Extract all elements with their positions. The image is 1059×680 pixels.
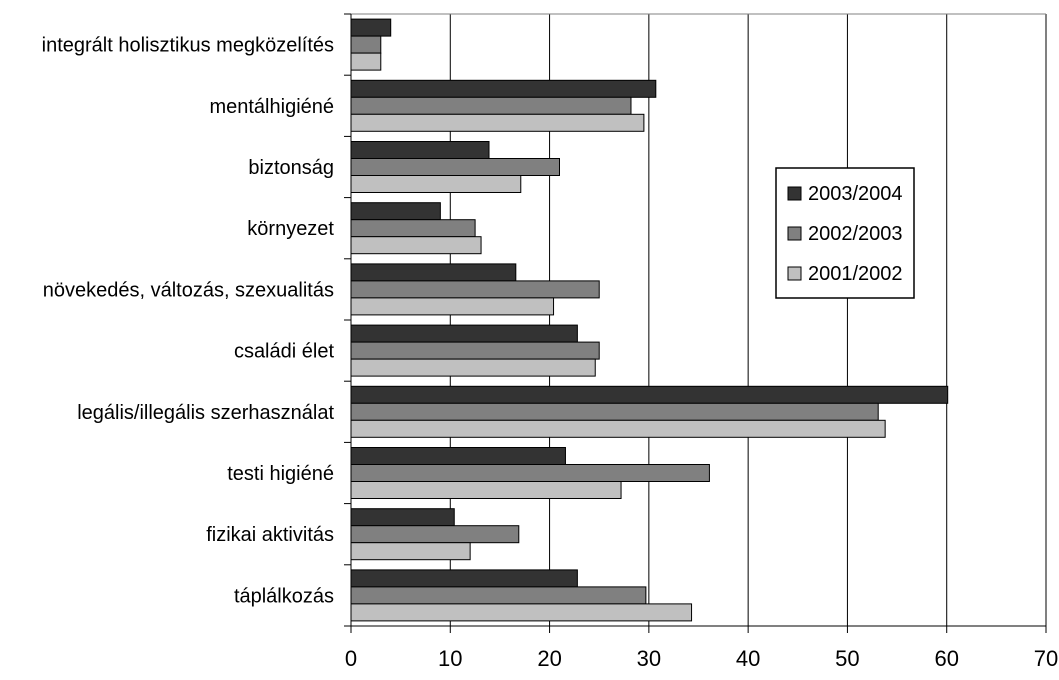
- category-label-3: biztonság: [248, 157, 334, 179]
- bar-1-series-2: [350, 35, 382, 54]
- bar-8-series-3: [350, 481, 622, 499]
- x-tick-label-30: 30: [637, 646, 661, 671]
- x-tick-label-0: 0: [345, 646, 357, 671]
- bar-3-series-1: [350, 141, 490, 159]
- bar-6-series-2: [350, 341, 600, 360]
- bar-7-series-2: [350, 402, 879, 421]
- bar-9-series-1: [350, 508, 455, 527]
- category-label-1: integrált holisztikus megközelítés: [42, 35, 334, 57]
- bar-1-series-3: [350, 52, 382, 71]
- legend-label-2: 2002/2003: [808, 223, 903, 245]
- bar-2-series-3: [350, 113, 645, 132]
- bar-4-series-2: [350, 219, 476, 238]
- axes: integrált holisztikus megközelítés mentál…: [42, 13, 1058, 671]
- x-tick-label-60: 60: [934, 646, 958, 671]
- x-tick-label-40: 40: [736, 646, 760, 671]
- x-tick-label-70: 70: [1034, 646, 1058, 671]
- bar-4-series-1: [350, 202, 441, 221]
- category-label-2: mentálhigiéné: [209, 96, 334, 118]
- bar-10-series-2: [350, 586, 647, 605]
- category-label-4: környezet: [247, 218, 334, 240]
- bar-6-series-1: [350, 324, 578, 343]
- bar-2-series-2: [350, 96, 632, 115]
- x-tick-label-20: 20: [537, 646, 561, 671]
- category-label-6: családi élet: [234, 341, 335, 363]
- category-label-7: legális/illegális szerhasználat: [77, 402, 334, 424]
- bar-8-series-1: [350, 447, 566, 465]
- legend-swatch-2: [787, 226, 802, 241]
- bar-6-series-3: [350, 358, 596, 377]
- bar-1-series-1: [350, 18, 392, 37]
- legend: 2003/2004 2002/2003 2001/2002: [775, 167, 915, 299]
- legend-swatch-3: [787, 266, 802, 281]
- bar-4-series-3: [350, 236, 482, 255]
- bar-3-series-3: [350, 175, 522, 193]
- category-label-8: testi higiéné: [227, 463, 334, 485]
- bar-2-series-1: [350, 79, 657, 98]
- bar-5-series-2: [350, 280, 600, 299]
- category-label-9: fizikai aktivitás: [206, 524, 334, 546]
- bar-5-series-1: [350, 263, 517, 282]
- bar-9-series-2: [350, 525, 520, 544]
- category-label-10: táplálkozás: [234, 585, 334, 607]
- bar-10-series-3: [350, 603, 693, 622]
- legend-label-3: 2001/2002: [808, 263, 903, 285]
- bar-5-series-3: [350, 297, 555, 316]
- x-tick-label-10: 10: [438, 646, 462, 671]
- legend-swatch-1: [787, 186, 802, 201]
- x-tick-label-50: 50: [835, 646, 859, 671]
- bar-7-series-1: [350, 385, 949, 404]
- bar-7-series-3: [350, 419, 886, 438]
- bar-8-series-2: [350, 464, 710, 482]
- category-label-5: növekedés, változás, szexualitás: [43, 279, 334, 301]
- legend-label-1: 2003/2004: [808, 183, 903, 205]
- bar-9-series-3: [350, 542, 471, 561]
- bar-10-series-1: [350, 569, 578, 588]
- bars: [350, 18, 949, 622]
- bar-3-series-2: [350, 158, 560, 176]
